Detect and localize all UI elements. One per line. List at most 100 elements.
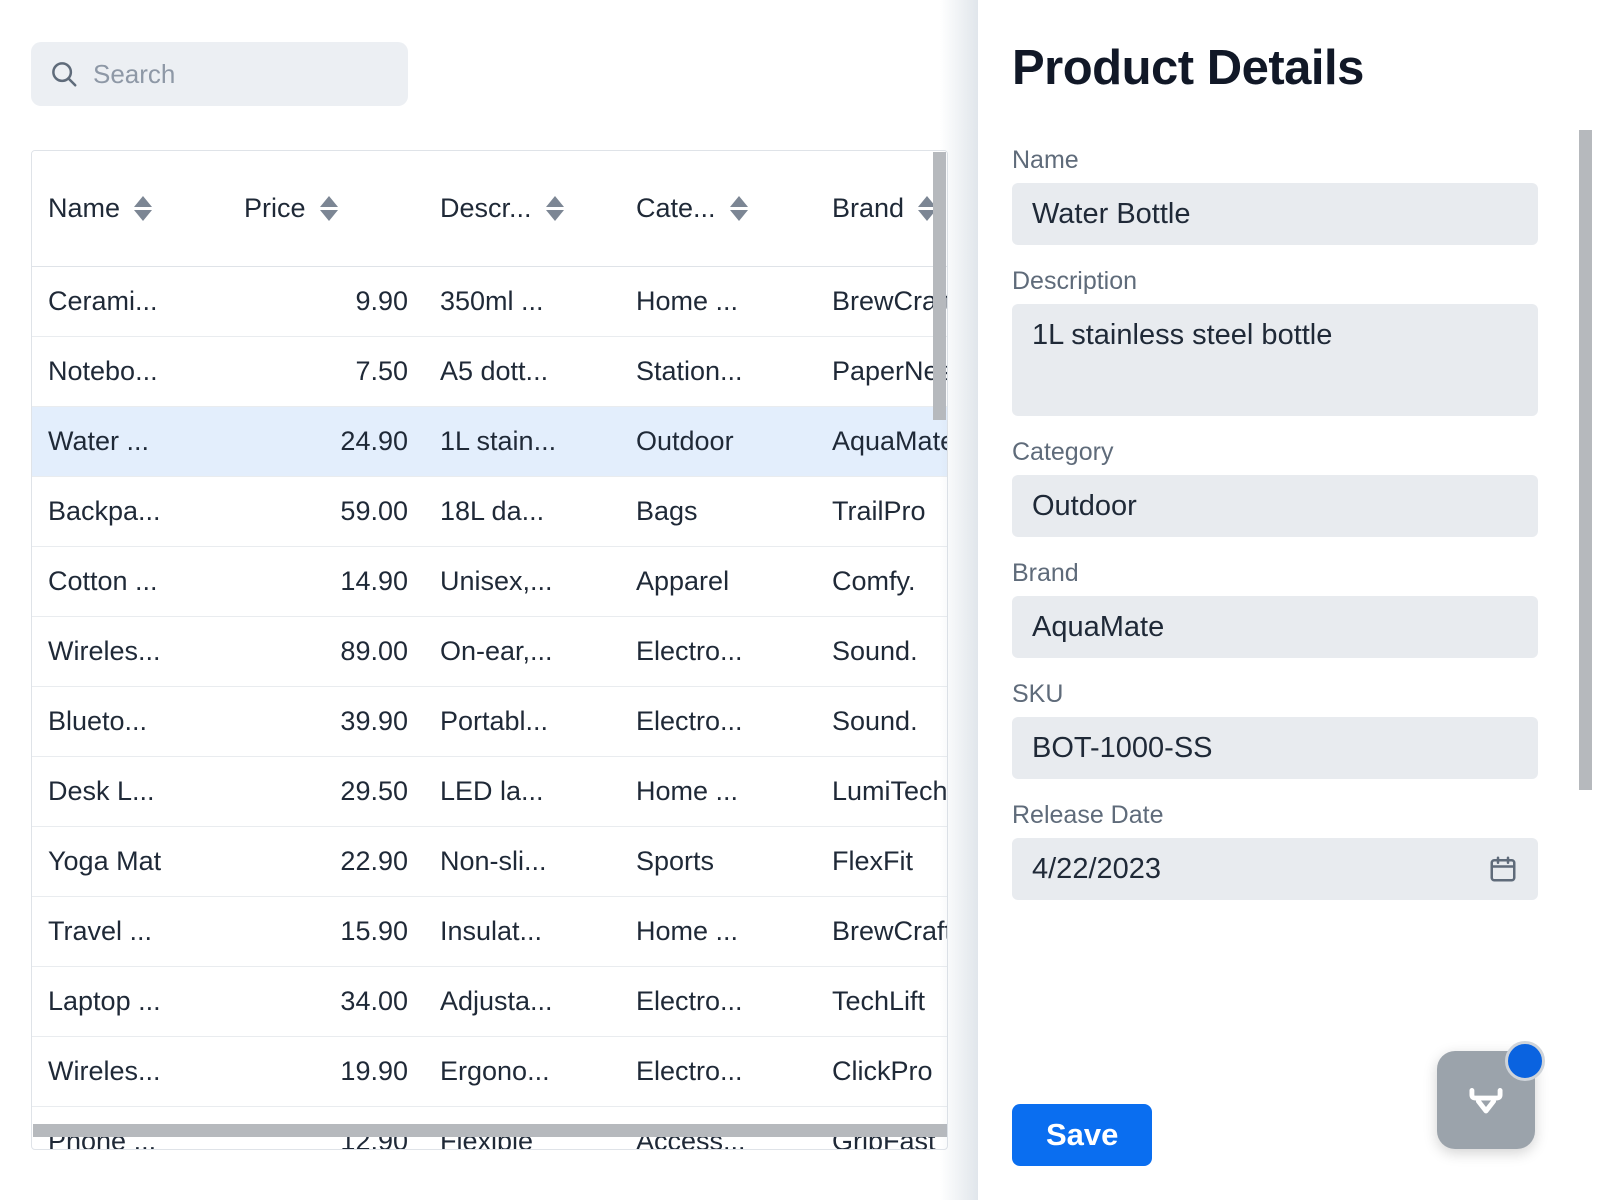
cell-text: 59.00 (340, 495, 408, 526)
field-label: Brand (1012, 559, 1079, 587)
sort-toggle-icon[interactable] (545, 195, 564, 221)
cell-name: Wireles... (32, 1036, 228, 1107)
column-header-desc[interactable]: Descr... (424, 151, 620, 267)
sort-toggle-icon[interactable] (918, 195, 937, 221)
table-row[interactable]: Wireles... 19.90 Ergono... Electro... ClickP… (32, 1036, 947, 1107)
cell-text: Blueto... (48, 705, 148, 736)
field-input-sku[interactable] (1012, 717, 1538, 779)
cell-text: 14.90 (340, 565, 408, 596)
cell-text: Yoga Mat (48, 845, 162, 876)
field-label: Name (1012, 146, 1079, 174)
cell-brand: LumiTech (816, 756, 948, 827)
cell-text: FlexFit (832, 845, 913, 876)
cell-text: TrailPro (832, 495, 926, 526)
cell-price: 22.90 (228, 826, 424, 897)
form-field: Category (1012, 438, 1540, 537)
cell-name: Notebo... (32, 336, 228, 407)
save-button[interactable]: Save (1012, 1104, 1153, 1166)
cell-price: 89.00 (228, 616, 424, 687)
page-title: Product Details (1012, 41, 1364, 95)
field-input-name[interactable] (1012, 183, 1538, 245)
cell-cat: Station... (620, 336, 816, 407)
cell-text: Home ... (636, 775, 739, 806)
cell-cat: Sports (620, 826, 816, 897)
cell-brand: AquaMate (816, 406, 947, 477)
field-input-description[interactable] (1012, 304, 1538, 416)
search-box[interactable] (31, 42, 408, 106)
cell-text: BrewCraft (832, 915, 948, 946)
field-input-category[interactable] (1012, 475, 1538, 537)
cell-text: Notebo... (48, 355, 158, 386)
cell-text: Water ... (48, 425, 150, 456)
cell-cat: Home ... (620, 896, 816, 967)
table-horizontal-scrollbar[interactable] (33, 1124, 947, 1137)
cell-cat: Electro... (620, 616, 816, 687)
field-input-brand[interactable] (1012, 596, 1538, 658)
table-row[interactable]: Travel ... 15.90 Insulat... Home ... BrewCra… (32, 896, 948, 967)
column-header-cat[interactable]: Cate... (620, 151, 816, 267)
cell-text: 15.90 (340, 915, 408, 946)
column-header-price[interactable]: Price (228, 151, 424, 267)
form-field: SKU (1012, 680, 1540, 779)
cell-text: PaperNest (832, 355, 948, 386)
cell-text: Backpa... (48, 495, 161, 526)
cell-cat: Electro... (620, 966, 816, 1037)
products-table-container[interactable]: NamePriceDescr...Cate...BrandSKURelease … (31, 150, 948, 1150)
column-header-label: Descr... (440, 192, 532, 223)
cell-price: 15.90 (228, 896, 424, 967)
sort-toggle-icon[interactable] (134, 195, 153, 221)
cell-text: Non-sli... (440, 845, 547, 876)
cell-cat: Apparel (620, 546, 816, 617)
table-row[interactable]: Yoga Mat22.90Non-sli...SportsFlexFitYM-N… (32, 826, 947, 897)
drawer-scrollbar[interactable] (1579, 130, 1592, 790)
cell-brand: Sound. (816, 616, 947, 687)
column-header-brand[interactable]: Brand (816, 151, 947, 267)
cell-desc: Portabl... (424, 686, 620, 757)
table-row[interactable]: Cotton ...14.90Unisex,...ApparelComfy.TS… (32, 546, 947, 617)
cell-desc: Ergono... (424, 1036, 620, 1107)
cell-text: On-ear,... (440, 635, 553, 666)
cell-price: 19.90 (228, 1036, 424, 1107)
cell-price: 29.50 (228, 756, 424, 827)
table-vertical-scrollbar[interactable] (933, 152, 946, 420)
cell-desc: On-ear,... (424, 616, 620, 687)
cell-brand: PaperNest (816, 336, 948, 407)
table-row[interactable]: Notebo... 7.50 A5 dott... Station... PaperNe… (32, 336, 948, 407)
column-header-name[interactable]: Name (32, 151, 228, 267)
table-row[interactable]: Water ... 24.90 1L stain... Outdoor AquaMate… (32, 406, 947, 477)
table-row[interactable]: Laptop ... 34.00 Adjusta... Electro... TechL… (32, 966, 947, 1037)
cell-text: Home ... (636, 915, 739, 946)
column-header-label: Brand (832, 192, 905, 223)
field-input-release-date[interactable] (1012, 838, 1538, 900)
cell-text: Wireles... (48, 635, 161, 666)
cell-text: Sports (636, 845, 715, 876)
table-row[interactable]: Wireles... 89.00 On-ear,... Electro... Sound… (32, 616, 947, 687)
sort-toggle-icon[interactable] (319, 195, 338, 221)
calendar-icon[interactable] (1488, 854, 1518, 884)
table-row[interactable]: Blueto... 39.90 Portabl... Electro... Sound.… (32, 686, 947, 757)
cell-text: Outdoor (636, 425, 734, 456)
search-input[interactable] (93, 54, 393, 94)
sort-toggle-icon[interactable] (729, 195, 748, 221)
app-launcher-button[interactable] (1437, 1041, 1545, 1149)
field-label: SKU (1012, 680, 1064, 708)
cell-cat: Electro... (620, 1036, 816, 1107)
field-label: Category (1012, 438, 1114, 466)
field-label: Description (1012, 267, 1138, 295)
cell-text: A5 dott... (440, 355, 549, 386)
form-field: Name (1012, 146, 1540, 245)
cell-desc: 350ml ... (424, 266, 620, 337)
cell-text: Desk L... (48, 775, 155, 806)
cell-text: LumiTech (832, 775, 948, 806)
cell-text: 24.90 (340, 425, 408, 456)
cell-text: 1L stain... (440, 425, 557, 456)
cell-text: Travel ... (48, 915, 153, 946)
cell-text: Adjusta... (440, 985, 553, 1016)
cell-brand: TrailPro (816, 476, 947, 547)
